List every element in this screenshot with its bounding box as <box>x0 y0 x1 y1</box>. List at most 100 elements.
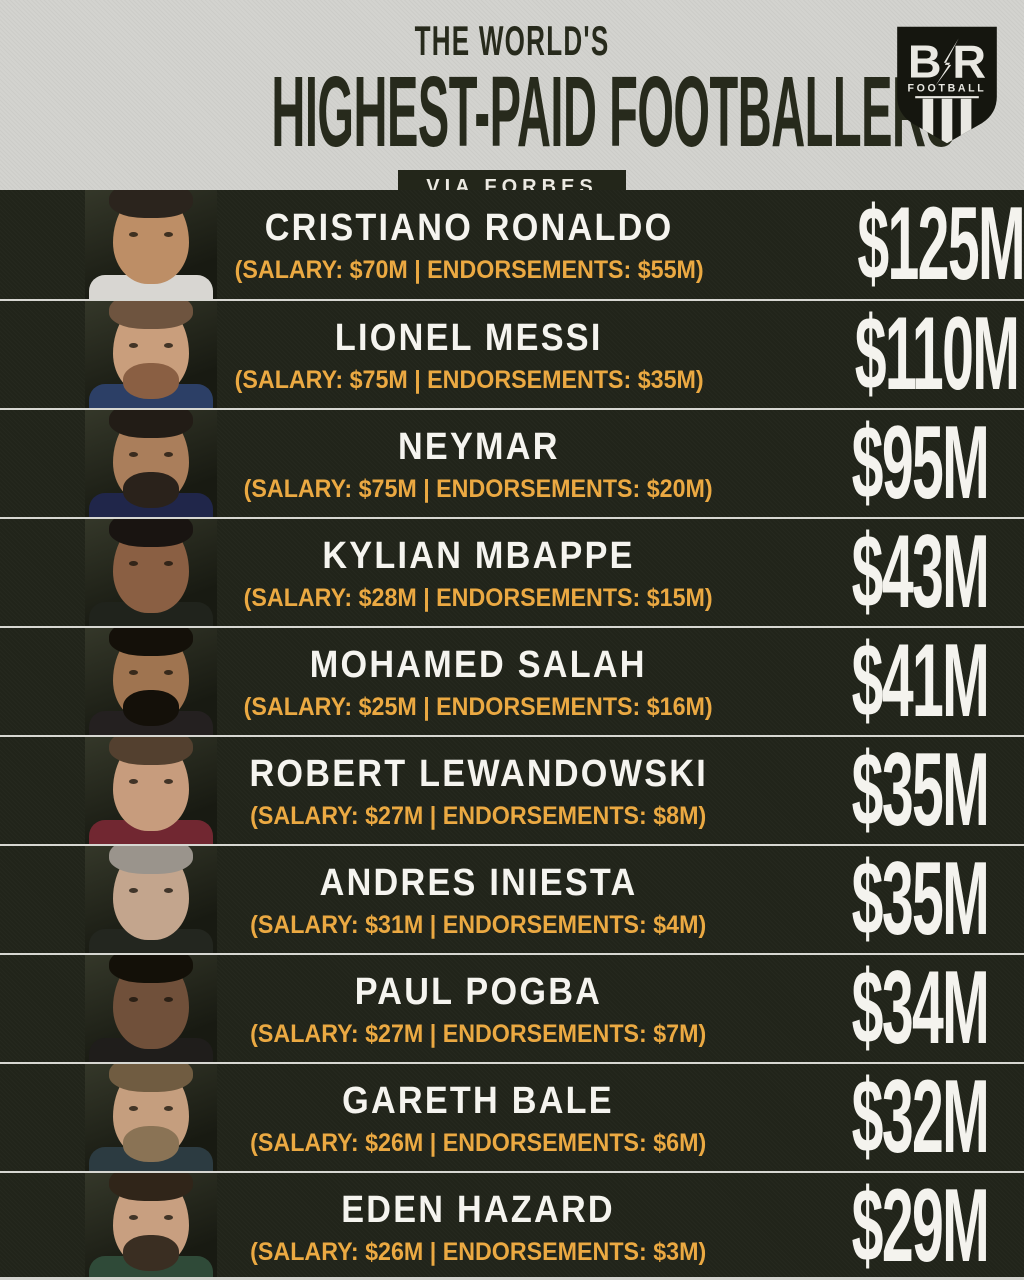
logo-letter-r: R <box>952 36 986 88</box>
player-row: CRISTIANO RONALDO (SALARY: $70M | ENDORS… <box>0 190 1024 299</box>
avatar-beard <box>123 690 179 726</box>
avatar-hair <box>109 955 193 983</box>
player-total-amount: $29M <box>851 1167 990 1280</box>
player-earnings-breakdown: (SALARY: $75M | ENDORSEMENTS: $20M) <box>243 474 713 503</box>
logo-wordmark: FOOTBALL <box>908 82 987 94</box>
player-photo <box>85 519 217 626</box>
br-football-logo-icon: B R FOOTBALL <box>897 26 997 144</box>
avatar-hair <box>109 1064 193 1092</box>
player-name: ANDRES INIESTA <box>319 861 638 904</box>
header: THE WORLD'S HIGHEST-PAID FOOTBALLERS VIA… <box>0 0 1024 190</box>
player-total-amount: $32M <box>851 1058 990 1175</box>
player-row: EDEN HAZARD (SALARY: $26M | ENDORSEMENTS… <box>0 1171 1024 1280</box>
avatar-beard <box>123 363 179 399</box>
player-row: ROBERT LEWANDOWSKI (SALARY: $27M | ENDOR… <box>0 735 1024 844</box>
player-list: CRISTIANO RONALDO (SALARY: $70M | ENDORS… <box>0 190 1024 1280</box>
avatar-hair <box>109 519 193 547</box>
player-info: EDEN HAZARD (SALARY: $26M | ENDORSEMENTS… <box>217 1173 740 1280</box>
bottom-divider <box>0 1277 1024 1280</box>
page-title: HIGHEST-PAID FOOTBALLERS <box>271 56 957 168</box>
player-photo <box>85 955 217 1062</box>
player-photo <box>85 301 217 408</box>
avatar-beard <box>123 1235 179 1271</box>
avatar-hair <box>109 737 193 765</box>
player-name: GARETH BALE <box>342 1079 615 1122</box>
player-info: LIONEL MESSI (SALARY: $75M | ENDORSEMENT… <box>217 301 721 408</box>
avatar-hair <box>109 628 193 656</box>
player-info: GARETH BALE (SALARY: $26M | ENDORSEMENTS… <box>217 1064 740 1171</box>
player-info: KYLIAN MBAPPE (SALARY: $28M | ENDORSEMEN… <box>217 519 740 626</box>
player-earnings-breakdown: (SALARY: $25M | ENDORSEMENTS: $16M) <box>243 692 713 721</box>
player-row: ANDRES INIESTA (SALARY: $31M | ENDORSEME… <box>0 844 1024 953</box>
player-earnings-breakdown: (SALARY: $75M | ENDORSEMENTS: $35M) <box>234 365 704 394</box>
player-info: ANDRES INIESTA (SALARY: $31M | ENDORSEME… <box>217 846 740 953</box>
player-total-column: $35M <box>740 846 1024 953</box>
avatar-beard <box>123 1126 179 1162</box>
player-total-column: $32M <box>740 1064 1024 1171</box>
avatar-beard <box>123 908 179 944</box>
player-name: MOHAMED SALAH <box>309 643 647 686</box>
player-name: CRISTIANO RONALDO <box>264 206 674 249</box>
player-total-amount: $110M <box>855 295 1020 412</box>
header-kicker: THE WORLD'S <box>414 17 610 64</box>
player-earnings-breakdown: (SALARY: $26M | ENDORSEMENTS: $3M) <box>250 1237 707 1266</box>
avatar-beard <box>123 252 179 288</box>
player-photo <box>85 628 217 735</box>
avatar-beard <box>123 581 179 617</box>
player-photo <box>85 1173 217 1280</box>
avatar-hair <box>109 410 193 438</box>
avatar-beard <box>123 472 179 508</box>
player-name: NEYMAR <box>397 425 560 468</box>
player-total-amount: $35M <box>851 731 990 848</box>
player-total-amount: $125M <box>857 185 1024 302</box>
player-total-column: $35M <box>740 737 1024 844</box>
player-row: PAUL POGBA (SALARY: $27M | ENDORSEMENTS:… <box>0 953 1024 1062</box>
player-row: GARETH BALE (SALARY: $26M | ENDORSEMENTS… <box>0 1062 1024 1171</box>
player-total-column: $34M <box>740 955 1024 1062</box>
player-earnings-breakdown: (SALARY: $27M | ENDORSEMENTS: $7M) <box>250 1019 707 1048</box>
player-total-column: $125M <box>721 190 1024 299</box>
player-total-amount: $43M <box>851 513 990 630</box>
player-earnings-breakdown: (SALARY: $70M | ENDORSEMENTS: $55M) <box>234 255 704 284</box>
player-name: ROBERT LEWANDOWSKI <box>249 752 708 795</box>
avatar-beard <box>123 1017 179 1053</box>
player-row: LIONEL MESSI (SALARY: $75M | ENDORSEMENT… <box>0 299 1024 408</box>
player-earnings-breakdown: (SALARY: $26M | ENDORSEMENTS: $6M) <box>250 1128 707 1157</box>
player-info: CRISTIANO RONALDO (SALARY: $70M | ENDORS… <box>217 190 721 299</box>
player-row: NEYMAR (SALARY: $75M | ENDORSEMENTS: $20… <box>0 408 1024 517</box>
player-photo <box>85 1064 217 1171</box>
player-info: NEYMAR (SALARY: $75M | ENDORSEMENTS: $20… <box>217 410 740 517</box>
player-photo <box>85 737 217 844</box>
player-row: MOHAMED SALAH (SALARY: $25M | ENDORSEMEN… <box>0 626 1024 735</box>
player-name: EDEN HAZARD <box>341 1188 616 1231</box>
player-info: MOHAMED SALAH (SALARY: $25M | ENDORSEMEN… <box>217 628 740 735</box>
player-row: KYLIAN MBAPPE (SALARY: $28M | ENDORSEMEN… <box>0 517 1024 626</box>
player-total-column: $95M <box>740 410 1024 517</box>
player-name: LIONEL MESSI <box>335 316 604 359</box>
player-name: KYLIAN MBAPPE <box>322 534 635 577</box>
player-total-column: $41M <box>740 628 1024 735</box>
avatar-hair <box>109 1173 193 1201</box>
player-photo <box>85 410 217 517</box>
source-badge: VIA FORBES <box>398 170 626 190</box>
avatar-hair <box>109 301 193 329</box>
player-total-column: $110M <box>721 301 1024 408</box>
player-total-amount: $95M <box>851 404 990 521</box>
player-total-column: $43M <box>740 519 1024 626</box>
player-total-amount: $34M <box>851 949 990 1066</box>
player-total-amount: $35M <box>851 840 990 957</box>
player-photo <box>85 846 217 953</box>
player-info: ROBERT LEWANDOWSKI (SALARY: $27M | ENDOR… <box>217 737 740 844</box>
avatar-hair <box>109 846 193 874</box>
player-name: PAUL POGBA <box>354 970 603 1013</box>
logo-letter-b: B <box>908 36 942 88</box>
player-earnings-breakdown: (SALARY: $28M | ENDORSEMENTS: $15M) <box>243 583 713 612</box>
player-photo <box>85 190 217 299</box>
avatar-beard <box>123 799 179 835</box>
player-info: PAUL POGBA (SALARY: $27M | ENDORSEMENTS:… <box>217 955 740 1062</box>
player-earnings-breakdown: (SALARY: $31M | ENDORSEMENTS: $4M) <box>250 910 707 939</box>
player-total-amount: $41M <box>851 622 990 739</box>
player-earnings-breakdown: (SALARY: $27M | ENDORSEMENTS: $8M) <box>250 801 707 830</box>
player-total-column: $29M <box>740 1173 1024 1280</box>
